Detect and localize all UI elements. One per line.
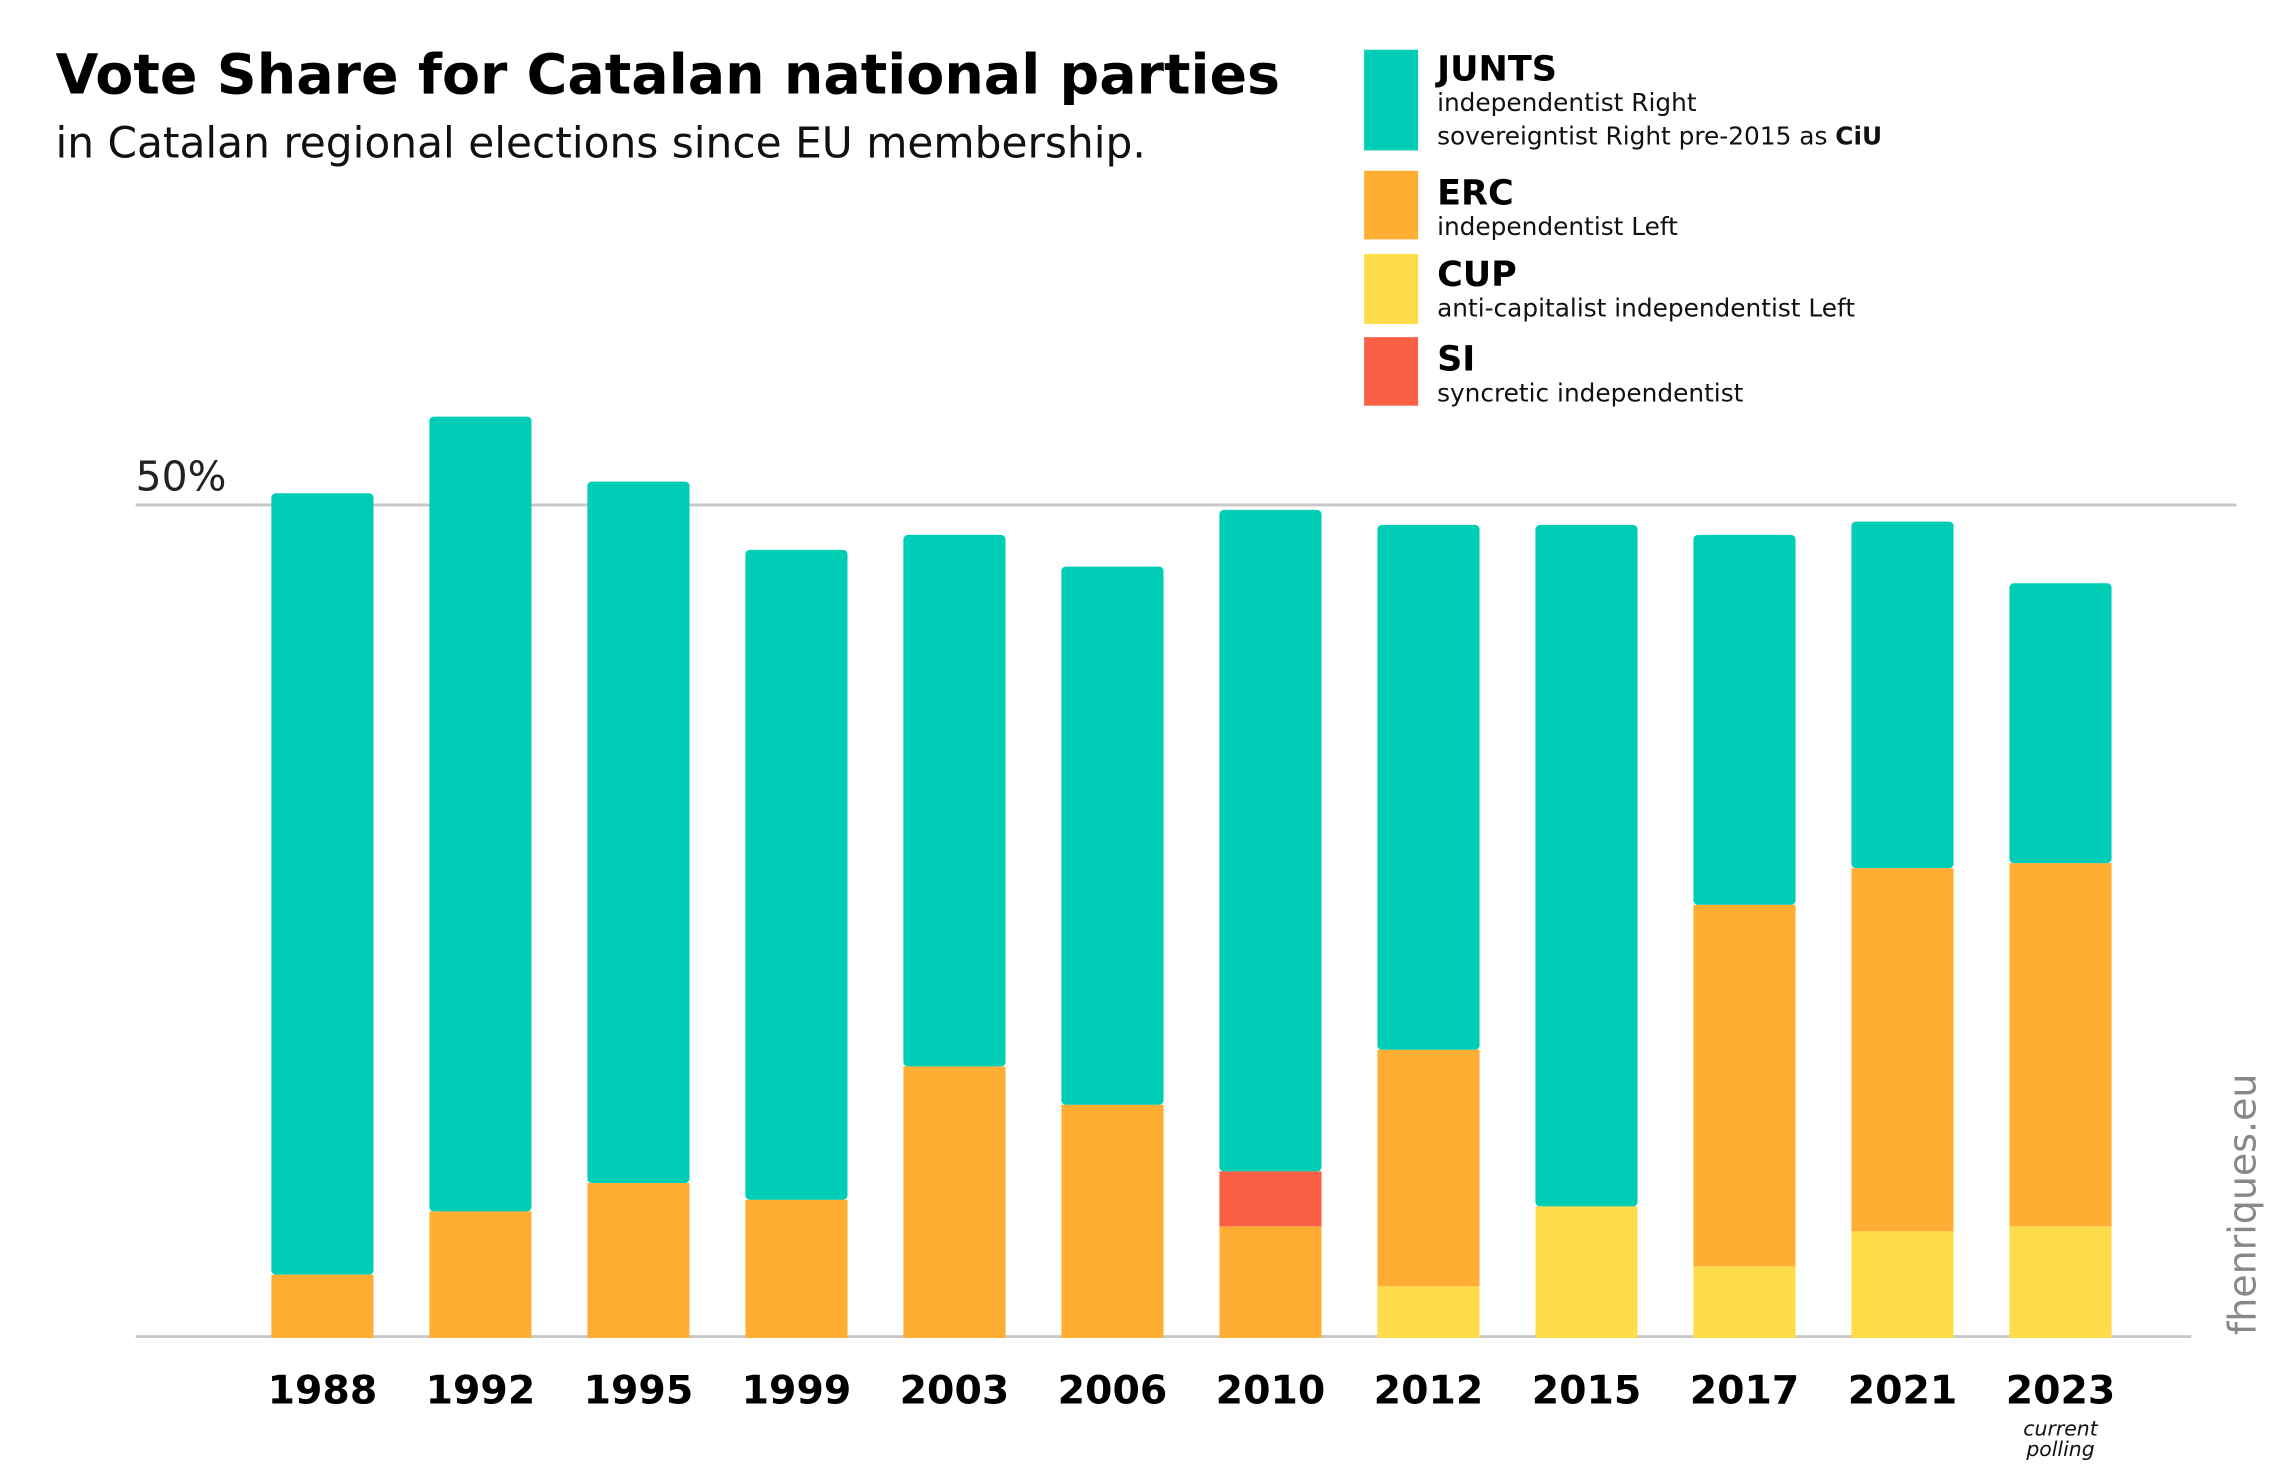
bar-group-2015 <box>1535 524 1638 1338</box>
x-tick-label-2006: 2006 <box>1058 1368 1168 1414</box>
chart-subtitle: in Catalan regional elections since EU m… <box>55 119 1145 168</box>
bar-junts-1995 <box>587 481 690 1184</box>
x-tick-label-2003: 2003 <box>900 1368 1010 1414</box>
x-tick-label-2021: 2021 <box>1848 1368 1958 1414</box>
bar-erc-1999 <box>745 1199 848 1338</box>
bar-erc-2017 <box>1693 904 1796 1267</box>
legend-label-cup: CUP <box>1437 255 1517 295</box>
bar-erc-2003 <box>903 1066 1006 1338</box>
bar-junts-2023 <box>2009 583 2112 864</box>
bar-group-2017 <box>1693 534 1796 1338</box>
watermark: fhenriques.eu <box>2221 1074 2265 1336</box>
bar-group-2012 <box>1377 524 1480 1338</box>
bar-group-2023 <box>2009 583 2112 1338</box>
bar-junts-2017 <box>1693 534 1796 905</box>
bar-junts-1992 <box>429 416 532 1212</box>
x-tick-label-2015: 2015 <box>1532 1368 1642 1414</box>
x-tick-label-2012: 2012 <box>1374 1368 1484 1414</box>
bar-junts-2012 <box>1377 524 1480 1050</box>
bar-group-2003 <box>903 534 1006 1338</box>
x-tick-note: current <box>2023 1417 2098 1441</box>
bar-cup-2015 <box>1535 1206 1638 1338</box>
x-tick-label-2010: 2010 <box>1216 1368 1326 1414</box>
legend-swatch-si <box>1364 337 1419 406</box>
bar-junts-1999 <box>745 549 848 1200</box>
x-tick-label-1992: 1992 <box>426 1368 536 1414</box>
bar-erc-2021 <box>1851 868 1954 1232</box>
bar-erc-2012 <box>1377 1049 1480 1287</box>
bar-si-2010 <box>1219 1171 1322 1227</box>
legend-desc-erc: independentist Left <box>1437 212 1678 241</box>
x-tick-label-2023: 2023 <box>2006 1368 2116 1414</box>
bar-group-1992 <box>429 416 532 1338</box>
legend-desc-junts-2-prefix: sovereigntist Right pre-2015 as <box>1437 122 1835 151</box>
bar-cup-2023 <box>2009 1226 2112 1338</box>
bar-junts-2010 <box>1219 509 1322 1172</box>
bar-group-2021 <box>1851 521 1954 1338</box>
bar-junts-2015 <box>1535 524 1638 1207</box>
legend-swatch-cup <box>1364 253 1419 325</box>
x-tick-label-2017: 2017 <box>1690 1368 1800 1414</box>
bar-erc-2006 <box>1061 1104 1164 1338</box>
bar-group-2010 <box>1219 509 1322 1338</box>
bar-erc-1988 <box>271 1274 374 1338</box>
bar-cup-2012 <box>1377 1286 1480 1338</box>
bar-cup-2017 <box>1693 1266 1796 1338</box>
x-tick-label-1995: 1995 <box>584 1368 694 1414</box>
bar-group-1995 <box>587 481 690 1338</box>
x-tick-label-1988: 1988 <box>268 1368 378 1414</box>
x-axis-ticks: 1988 1992 1995 1999 2003 2006 2010 2012 2015 2017… <box>268 1368 2116 1462</box>
legend-label-erc: ERC <box>1437 173 1514 213</box>
bar-junts-1988 <box>271 493 374 1275</box>
bar-group-1999 <box>745 549 848 1338</box>
bar-erc-2023 <box>2009 863 2112 1227</box>
chart-title: Vote Share for Catalan national parties <box>55 43 1280 107</box>
bar-erc-1995 <box>587 1183 690 1338</box>
x-tick-note: polling <box>2025 1437 2094 1461</box>
bar-group-2006 <box>1061 566 1164 1338</box>
legend-swatch-erc <box>1364 170 1419 240</box>
legend-desc-ciu: CiU <box>1835 122 1882 151</box>
legend-desc-junts: independentist Right <box>1437 88 1697 117</box>
bar-group-1988 <box>271 493 374 1338</box>
bar-junts-2006 <box>1061 566 1164 1105</box>
legend-desc-junts-2: sovereigntist Right pre-2015 as CiU <box>1437 122 1882 151</box>
bars <box>271 416 2112 1338</box>
legend-swatch-junts <box>1364 49 1419 151</box>
legend-desc-cup: anti-capitalist independentist Left <box>1437 294 1855 323</box>
bar-junts-2003 <box>903 534 1006 1067</box>
bar-cup-2021 <box>1851 1231 1954 1338</box>
bar-erc-2010 <box>1219 1226 1322 1338</box>
bar-erc-1992 <box>429 1211 532 1338</box>
legend-label-junts: JUNTS <box>1435 49 1557 89</box>
legend: JUNTS independentist Right sovereigntist… <box>1364 49 1882 407</box>
y-tick-label-50: 50% <box>136 452 227 500</box>
x-tick-label-1999: 1999 <box>742 1368 852 1414</box>
legend-desc-si: syncretic independentist <box>1437 378 1744 407</box>
legend-label-si: SI <box>1437 340 1475 380</box>
bar-junts-2021 <box>1851 521 1954 869</box>
